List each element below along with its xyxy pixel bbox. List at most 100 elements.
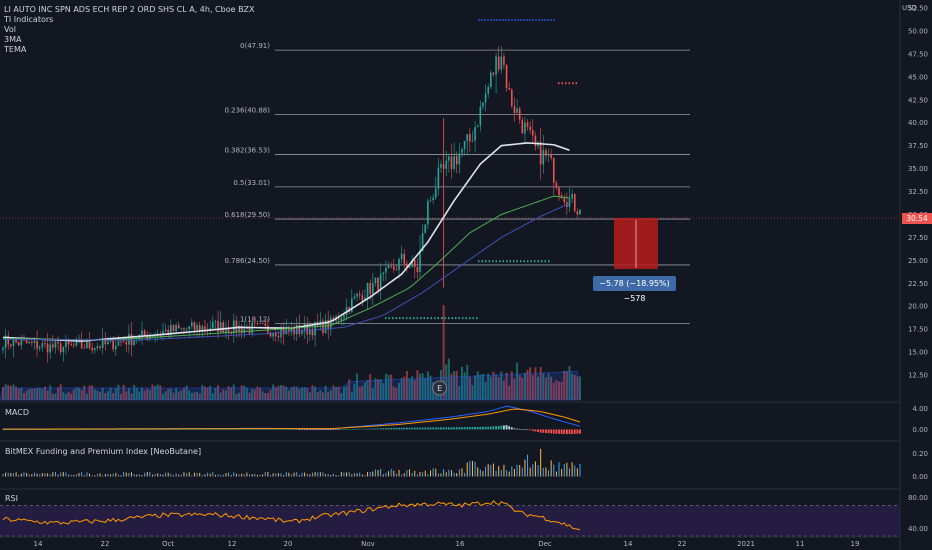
candle-body [453, 156, 455, 169]
volume-bar [122, 384, 125, 400]
candle-body [487, 86, 490, 94]
candle-body [36, 340, 38, 349]
funding-bar [322, 472, 324, 477]
macd-histogram-bar [104, 429, 107, 430]
candle-body [83, 347, 86, 349]
volume-bar [306, 388, 309, 400]
x-tick-label: 11 [796, 540, 805, 548]
funding-bar [359, 472, 361, 477]
macd-histogram-bar [4, 429, 7, 431]
volume-bar [12, 384, 15, 400]
macd-histogram-bar [99, 429, 101, 430]
rsi-pane-label[interactable]: RSI [5, 494, 18, 503]
candle-body [505, 64, 508, 89]
x-tick-label: 14 [624, 540, 633, 548]
macd-histogram-bar [558, 429, 560, 434]
macd-histogram-bar [495, 426, 497, 430]
volume-bar [550, 376, 553, 400]
macd-histogram-bar [526, 429, 529, 431]
macd-histogram-bar [531, 429, 534, 431]
symbol-title[interactable]: LI AUTO INC SPN ADS ECH REP 2 ORD SHS CL… [4, 5, 255, 14]
funding-bar [33, 472, 35, 477]
funding-bar [199, 472, 201, 477]
bitmex-pane-label[interactable]: BitMEX Funding and Premium Index [NeoBut… [5, 447, 202, 456]
candle-body [445, 160, 448, 169]
macd-histogram-bar [437, 427, 440, 430]
macd-histogram-bar [406, 427, 408, 430]
indicator-label[interactable]: Vol [4, 25, 16, 34]
funding-bar [44, 473, 46, 477]
candle-body [264, 323, 267, 326]
price-axis[interactable]: 52.50 50.00 47.50 45.00 42.50 40.00 37.50 35.00… [908, 5, 928, 380]
volume-bar [177, 391, 180, 400]
funding-bar [382, 474, 384, 477]
volume-bar [80, 389, 83, 400]
candle-body [406, 263, 408, 268]
funding-bar [149, 471, 151, 477]
indicator-label[interactable]: TI Indicators [4, 15, 54, 24]
candle-body [427, 200, 429, 225]
funding-bar [283, 475, 285, 477]
candle-body [432, 197, 434, 200]
candle-body [130, 334, 133, 346]
candle-body [511, 89, 513, 107]
macd-histogram-bar [251, 429, 254, 430]
time-axis[interactable]: 14 22 Oct 12 20 Nov 16 Dec 14 22 2021 11 19 [34, 540, 860, 548]
macd-histogram-bar [529, 429, 532, 431]
candle-body [185, 329, 188, 330]
rsi-pane[interactable]: 80.00 40.00 [0, 494, 928, 537]
funding-bar [99, 473, 101, 477]
funding-bar [534, 461, 536, 477]
macd-histogram-bar [125, 429, 128, 430]
candle-body [416, 267, 419, 273]
macd-histogram-bar [337, 429, 340, 431]
volume-bar [508, 385, 511, 400]
candle-body [75, 340, 78, 346]
price-range-measure[interactable] [614, 218, 658, 269]
indicator-label[interactable]: TEMA [4, 45, 27, 54]
macd-histogram-bar [230, 429, 233, 430]
funding-bar [416, 474, 418, 477]
volume-bar [190, 392, 193, 400]
macd-pane-label[interactable]: MACD [5, 408, 29, 417]
macd-histogram-bar [261, 429, 264, 430]
volume-bar [135, 387, 138, 400]
candle-body [377, 277, 379, 290]
macd-histogram-bar [51, 429, 54, 430]
funding-bar [94, 475, 96, 477]
bitmex-pane[interactable]: 0.20 0.00 [2, 448, 929, 481]
macd-histogram-bar [164, 429, 167, 430]
funding-bar [288, 472, 290, 477]
candle-body [547, 154, 550, 156]
volume-bar [565, 371, 568, 400]
y-tick-label: 17.50 [908, 326, 928, 334]
macd-histogram-bar [219, 429, 222, 430]
candle-body [33, 340, 36, 343]
funding-bar [57, 474, 59, 477]
macd-histogram-bar [264, 429, 267, 430]
macd-histogram-bar [484, 426, 487, 430]
funding-bar [230, 475, 232, 477]
funding-bar [555, 471, 557, 477]
fib-level-label: 1(18.12) [240, 315, 270, 323]
funding-bar [172, 475, 174, 477]
funding-bar [254, 473, 256, 477]
indicator-label[interactable]: 3MA [4, 35, 22, 44]
macd-histogram-bar [500, 425, 503, 430]
funding-bar [330, 474, 332, 477]
macd-histogram-bar [382, 428, 385, 430]
funding-bar [377, 469, 379, 477]
funding-bar [374, 469, 376, 477]
volume-bar [526, 369, 529, 400]
funding-bar [91, 475, 93, 477]
volume-bar [151, 384, 154, 400]
volume-bar [555, 379, 558, 400]
funding-bar [217, 474, 219, 477]
volume-bar [495, 374, 498, 400]
volume-bar [453, 371, 456, 400]
macd-pane[interactable]: 4.00 0.00 [2, 405, 928, 435]
funding-bar [503, 464, 505, 477]
funding-bar [225, 473, 227, 477]
volume-bar [33, 388, 36, 400]
